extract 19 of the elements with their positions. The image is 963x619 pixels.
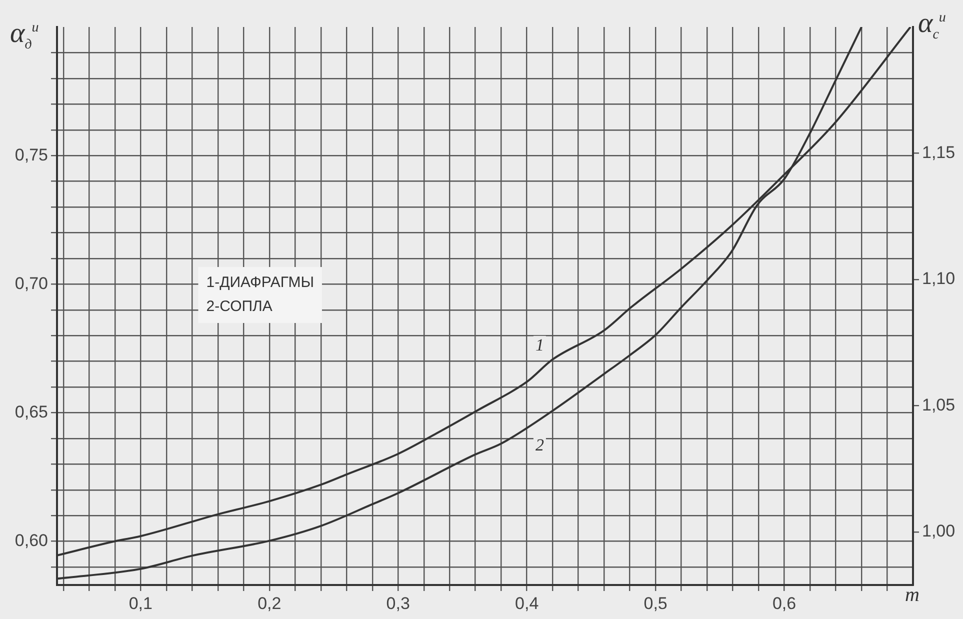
y2-tick-label: 1,15	[922, 142, 956, 162]
x-tick-label: 0,3	[386, 594, 410, 613]
x-axis-title: m	[905, 584, 920, 606]
x-tick-label: 0,2	[258, 594, 282, 613]
y-tick-label: 0,65	[14, 402, 48, 422]
annotation: 2	[535, 436, 544, 455]
x-tick-label: 0,5	[644, 594, 668, 613]
y-tick-label: 0,60	[14, 530, 48, 550]
y-tick-label: 0,75	[14, 145, 48, 164]
y2-tick-label: 1,00	[922, 522, 956, 541]
x-tick-label: 0,4	[515, 594, 539, 613]
annotation: 1	[535, 335, 544, 354]
annotation: 1-ДИАФРАГМЫ	[206, 274, 314, 292]
y2-tick-label: 1,10	[922, 269, 956, 288]
y2-tick-label: 1,05	[922, 395, 956, 414]
annotation: 2-СОПЛА	[206, 298, 272, 316]
x-tick-label: 0,6	[772, 594, 796, 613]
y-tick-label: 0,70	[14, 274, 48, 293]
x-tick-label: 0,1	[128, 594, 152, 613]
